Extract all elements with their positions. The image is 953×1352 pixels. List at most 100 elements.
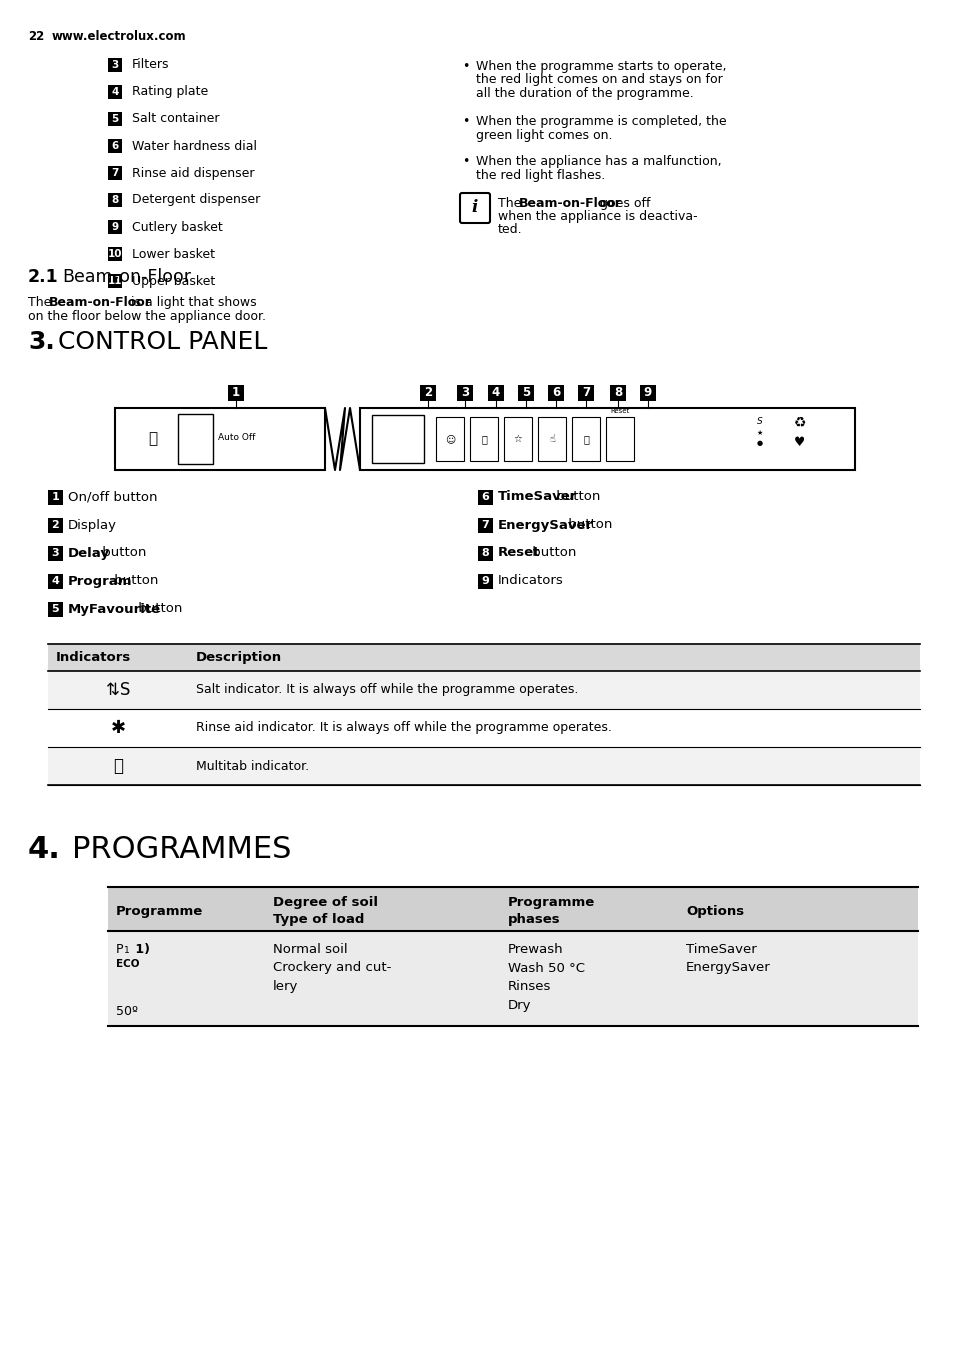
- Text: ⏻: ⏻: [149, 431, 157, 446]
- Bar: [503, 416, 532, 461]
- Text: Filters: Filters: [132, 58, 170, 72]
- Text: the red light flashes.: the red light flashes.: [476, 169, 604, 181]
- Text: the red light comes on and stays on for: the red light comes on and stays on for: [476, 73, 722, 87]
- Text: Indicators: Indicators: [497, 575, 563, 588]
- Text: 9: 9: [112, 222, 118, 233]
- Bar: [48, 671, 919, 708]
- Bar: [436, 416, 463, 461]
- Text: ☆: ☆: [513, 434, 522, 443]
- Text: i: i: [472, 200, 477, 216]
- Bar: [108, 193, 122, 207]
- Text: Normal soil
Crockery and cut-
lery: Normal soil Crockery and cut- lery: [273, 942, 391, 992]
- Text: www.electrolux.com: www.electrolux.com: [52, 30, 187, 43]
- Text: 5: 5: [51, 604, 59, 615]
- Text: On/off button: On/off button: [68, 491, 157, 503]
- Bar: [477, 546, 493, 561]
- Text: Programme
phases: Programme phases: [507, 896, 595, 926]
- Text: ECO: ECO: [116, 959, 139, 969]
- Text: 4: 4: [51, 576, 59, 587]
- Text: Water hardness dial: Water hardness dial: [132, 139, 256, 153]
- Bar: [456, 385, 473, 402]
- Bar: [108, 887, 917, 932]
- Text: 6: 6: [112, 141, 118, 151]
- Text: 7: 7: [481, 521, 489, 530]
- Text: Reset: Reset: [497, 546, 539, 560]
- Text: 3: 3: [460, 387, 469, 399]
- Text: ⓟ: ⓟ: [480, 434, 486, 443]
- Text: When the programme is completed, the: When the programme is completed, the: [476, 115, 726, 128]
- Text: Rating plate: Rating plate: [132, 85, 208, 99]
- Text: ●: ●: [756, 439, 762, 446]
- Bar: [488, 385, 503, 402]
- Bar: [419, 385, 436, 402]
- Text: Indicators: Indicators: [56, 652, 132, 664]
- Bar: [477, 575, 493, 589]
- Text: 7: 7: [581, 387, 590, 399]
- Text: 2: 2: [51, 521, 59, 530]
- Text: ⇅S: ⇅S: [106, 681, 130, 699]
- Bar: [108, 247, 122, 261]
- Bar: [108, 139, 122, 153]
- Text: TimeSaver: TimeSaver: [497, 491, 577, 503]
- Text: 6: 6: [481, 492, 489, 503]
- Text: Degree of soil
Type of load: Degree of soil Type of load: [273, 896, 377, 926]
- Text: Rinse aid dispenser: Rinse aid dispenser: [132, 166, 254, 180]
- Bar: [48, 602, 63, 617]
- Bar: [108, 58, 122, 72]
- Text: •: •: [461, 155, 469, 168]
- Text: 9: 9: [643, 387, 652, 399]
- Text: Auto Off: Auto Off: [218, 433, 255, 442]
- Text: ✱: ✱: [111, 719, 126, 737]
- Text: button: button: [110, 575, 158, 588]
- Text: button: button: [133, 603, 182, 615]
- Text: P: P: [116, 942, 123, 956]
- Text: 50º: 50º: [116, 1005, 138, 1018]
- Bar: [108, 112, 122, 126]
- Text: Delay: Delay: [68, 546, 110, 560]
- Text: 2.1: 2.1: [28, 268, 59, 287]
- Bar: [578, 385, 594, 402]
- Text: 11: 11: [108, 276, 122, 287]
- Bar: [537, 416, 565, 461]
- Text: ⓕ: ⓕ: [112, 757, 123, 775]
- Text: Beam-on-Floor: Beam-on-Floor: [62, 268, 191, 287]
- Text: 7: 7: [112, 168, 118, 178]
- Text: button: button: [563, 519, 612, 531]
- Text: 8: 8: [613, 387, 621, 399]
- Text: Detergent dispenser: Detergent dispenser: [132, 193, 260, 207]
- Bar: [108, 166, 122, 180]
- Bar: [48, 489, 63, 506]
- Text: Upper basket: Upper basket: [132, 274, 215, 288]
- Text: Program: Program: [68, 575, 132, 588]
- Text: Salt container: Salt container: [132, 112, 219, 126]
- Text: Beam-on-Floor: Beam-on-Floor: [518, 197, 621, 210]
- Text: When the programme starts to operate,: When the programme starts to operate,: [476, 59, 726, 73]
- Bar: [228, 385, 244, 402]
- Bar: [639, 385, 656, 402]
- Bar: [372, 415, 423, 462]
- Bar: [470, 416, 497, 461]
- Text: Reset: Reset: [610, 408, 629, 414]
- Bar: [108, 220, 122, 234]
- Text: ☺: ☺: [444, 434, 455, 443]
- Text: 4: 4: [112, 87, 118, 97]
- Text: Salt indicator. It is always off while the programme operates.: Salt indicator. It is always off while t…: [195, 684, 578, 696]
- Text: EnergySaver: EnergySaver: [497, 519, 593, 531]
- Bar: [517, 385, 534, 402]
- Text: Lower basket: Lower basket: [132, 247, 214, 261]
- Text: TimeSaver
EnergySaver: TimeSaver EnergySaver: [685, 942, 770, 975]
- Bar: [477, 489, 493, 506]
- Text: The: The: [497, 197, 525, 210]
- Text: Prewash
Wash 50 °C
Rinses
Dry: Prewash Wash 50 °C Rinses Dry: [507, 942, 584, 1011]
- Text: Beam-on-Floor: Beam-on-Floor: [49, 296, 152, 310]
- Bar: [605, 416, 634, 461]
- Bar: [115, 408, 325, 470]
- Bar: [48, 518, 63, 533]
- Bar: [572, 416, 599, 461]
- Text: 8: 8: [112, 195, 118, 206]
- Text: ☝: ☝: [548, 434, 555, 443]
- Text: 8: 8: [481, 549, 489, 558]
- Text: button: button: [527, 546, 576, 560]
- Text: 10: 10: [108, 249, 122, 260]
- Bar: [477, 518, 493, 533]
